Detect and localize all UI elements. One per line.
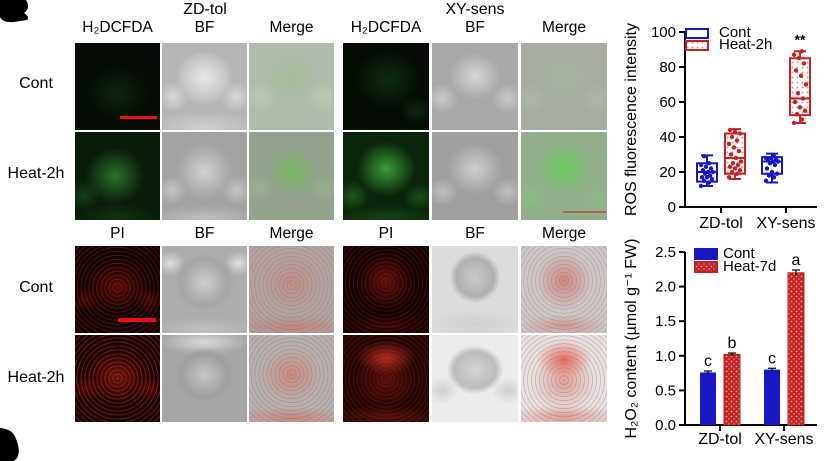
svg-text:XY-sens: XY-sens — [757, 215, 816, 232]
micrograph-xy-pi-cont-fluorescence — [343, 246, 429, 333]
svg-text:c: c — [768, 350, 776, 367]
micrograph-xy-pi-heat-merge — [521, 335, 607, 422]
micrograph-zd-ros-cont-brightfield — [162, 43, 247, 130]
micrograph-zd-pi-heat-merge — [249, 335, 334, 422]
group-title-xysens: XY-sens — [445, 1, 505, 18]
row-label-cont-bottom: Cont — [19, 279, 53, 296]
svg-text:ZD-tol: ZD-tol — [699, 215, 743, 232]
svg-text:H₂O₂ content (µmol g⁻¹ FW): H₂O₂ content (µmol g⁻¹ FW) — [623, 239, 640, 439]
svg-text:100: 100 — [651, 24, 676, 41]
scale-bar-pi — [118, 318, 156, 322]
micrograph-zd-pi-cont-merge — [249, 246, 334, 333]
micrograph-xy-pi-cont-brightfield — [432, 246, 518, 333]
svg-text:Heat-2h: Heat-2h — [719, 36, 772, 53]
micrograph-xy-pi-heat-fluorescence — [343, 335, 429, 422]
svg-text:60: 60 — [659, 94, 676, 111]
svg-text:Heat-7d: Heat-7d — [723, 258, 776, 275]
svg-text:0: 0 — [668, 199, 676, 216]
svg-text:0.5: 0.5 — [655, 382, 676, 399]
column-label-pi-zd: PI — [110, 225, 125, 242]
column-label-bf-xy-bottom: BF — [465, 225, 485, 242]
panel-label-artifact-bottom — [0, 428, 19, 461]
column-label-merge-zd-bottom: Merge — [269, 225, 314, 242]
svg-text:2.5: 2.5 — [655, 244, 676, 261]
micrograph-xy-pi-cont-merge — [521, 246, 607, 333]
group-title-zdtol: ZD-tol — [183, 1, 227, 18]
row-label-heat2h-top: Heat-2h — [7, 165, 65, 182]
micrograph-zd-pi-cont-brightfield — [162, 246, 247, 333]
column-label-merge-xy-top: Merge — [542, 19, 586, 36]
micrograph-xy-ros-heat-merge — [521, 132, 607, 220]
svg-text:ROS fluorescence intensity: ROS fluorescence intensity — [623, 23, 640, 216]
svg-text:40: 40 — [659, 129, 676, 146]
svg-text:c: c — [704, 353, 712, 370]
svg-text:2.0: 2.0 — [655, 279, 676, 296]
svg-text:XY-sens: XY-sens — [755, 431, 814, 448]
micrograph-zd-pi-heat-fluorescence — [75, 335, 160, 422]
h2o2-bar-chart: 0.0 0.5 1.0 1.5 2.0 2.5 ZD-tol XY-sens H₂O₂ cont… — [623, 239, 817, 448]
micrograph-xy-ros-cont-brightfield — [432, 43, 518, 130]
micrograph-xy-ros-cont-merge — [521, 43, 607, 130]
micrograph-xy-pi-heat-brightfield — [432, 335, 518, 422]
column-label-h2dcfda-zd: H₂DCFDA — [82, 19, 153, 36]
row-label-cont-top: Cont — [19, 75, 53, 92]
micrograph-zd-ros-heat-fluorescence — [75, 132, 160, 220]
ros-boxplot: 0 20 40 60 80 100 ZD-tol XY-sens ROS fluorescenc… — [623, 23, 817, 232]
svg-text:Cont: Cont — [723, 245, 756, 262]
micrograph-zd-ros-cont-merge — [249, 43, 334, 130]
micrograph-xy-ros-heat-fluorescence — [343, 132, 429, 220]
column-label-merge-zd-top: Merge — [269, 19, 314, 36]
svg-text:20: 20 — [659, 164, 676, 181]
panel-label-artifact-top — [0, 0, 29, 23]
svg-text:1.0: 1.0 — [655, 348, 676, 365]
svg-text:b: b — [728, 335, 737, 352]
svg-text:80: 80 — [659, 59, 676, 76]
column-label-h2dcfda-xy: H₂DCFDA — [350, 19, 422, 36]
svg-text:a: a — [792, 252, 801, 269]
svg-text:0.0: 0.0 — [655, 417, 676, 434]
micrograph-zd-ros-cont-fluorescence — [75, 43, 160, 130]
scale-bar-merge-faint — [563, 211, 606, 213]
micrograph-xy-ros-cont-fluorescence — [343, 43, 429, 130]
micrograph-xy-ros-heat-brightfield — [432, 132, 518, 220]
column-label-bf-xy-top: BF — [465, 19, 485, 36]
svg-text:1.5: 1.5 — [655, 313, 676, 330]
scale-bar-ros — [120, 116, 157, 119]
micrograph-zd-ros-heat-brightfield — [162, 132, 247, 220]
micrograph-zd-ros-heat-merge — [249, 132, 334, 220]
column-label-bf-zd-top: BF — [194, 19, 215, 36]
column-label-bf-zd-bottom: BF — [194, 225, 215, 242]
svg-text:**: ** — [795, 31, 806, 47]
svg-text:Cont: Cont — [719, 24, 752, 41]
svg-text:ZD-tol: ZD-tol — [698, 431, 742, 448]
micrograph-zd-pi-heat-brightfield — [162, 335, 247, 422]
column-label-pi-xy: PI — [378, 225, 394, 242]
row-label-heat2h-bottom: Heat-2h — [7, 369, 65, 386]
column-label-merge-xy-bottom: Merge — [542, 225, 586, 242]
